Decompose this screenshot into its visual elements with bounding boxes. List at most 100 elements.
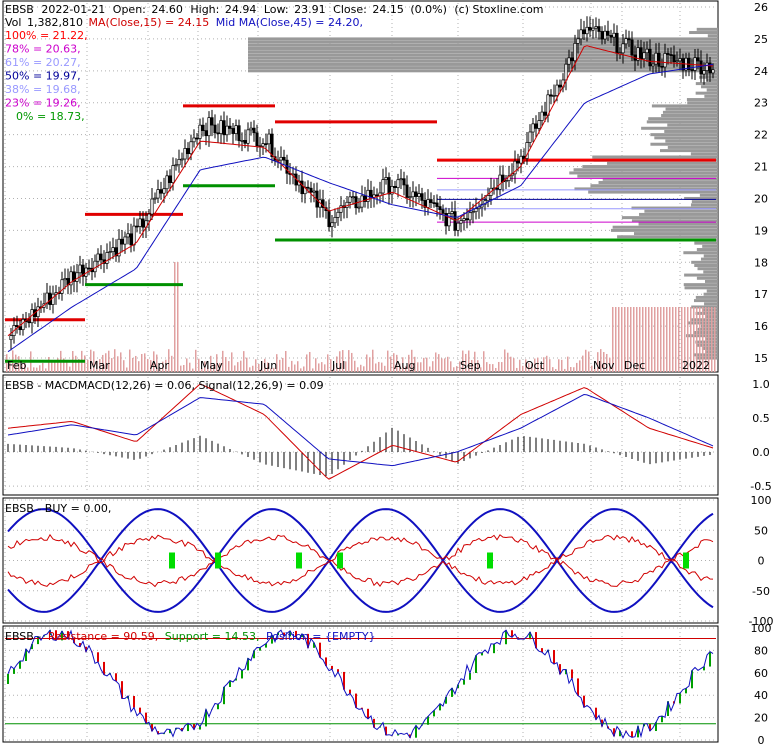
volume-bar bbox=[93, 351, 95, 372]
volume-bar bbox=[87, 359, 89, 372]
volume-profile-bar bbox=[665, 107, 718, 111]
volume-bar bbox=[147, 358, 149, 372]
month-tick-label: Sep bbox=[460, 359, 481, 372]
volume-bar bbox=[639, 307, 641, 372]
volume-bar bbox=[456, 366, 458, 372]
volume-bar bbox=[132, 357, 134, 372]
buy-lower-line bbox=[7, 556, 714, 588]
volume-profile-bar bbox=[617, 235, 718, 239]
candle-body bbox=[159, 189, 163, 194]
candle-body bbox=[615, 32, 619, 54]
candle-body bbox=[78, 264, 82, 274]
volume-bar bbox=[222, 350, 224, 372]
volume-bar bbox=[135, 355, 137, 372]
candle-body bbox=[711, 69, 715, 74]
month-tick-label: 2022 bbox=[682, 359, 710, 372]
candle-body bbox=[564, 63, 568, 81]
volume-bar bbox=[588, 351, 590, 372]
candle-body bbox=[654, 52, 658, 65]
signal-line bbox=[7, 393, 714, 467]
candle-body bbox=[240, 140, 244, 142]
buy-panel bbox=[2, 497, 719, 624]
volume-bar bbox=[576, 362, 578, 372]
volume-bar bbox=[327, 354, 329, 372]
volume-bar bbox=[150, 360, 152, 372]
candle-body bbox=[459, 220, 463, 224]
buy-signal-marker bbox=[487, 552, 493, 569]
candle-body bbox=[630, 39, 634, 56]
volume-bar bbox=[288, 366, 290, 372]
volume-profile-bar bbox=[694, 263, 718, 267]
volume-bar bbox=[705, 307, 707, 372]
volume-bar bbox=[117, 356, 119, 372]
candle-body bbox=[9, 335, 13, 341]
volume-bar bbox=[363, 366, 365, 372]
volume-bar bbox=[678, 307, 680, 372]
volume-bar bbox=[348, 350, 350, 372]
macd-tick-label: 0.5 bbox=[752, 412, 770, 425]
candle-body bbox=[363, 195, 367, 202]
volume-bar bbox=[459, 361, 461, 372]
volume-bar bbox=[609, 357, 611, 372]
volume-bar bbox=[360, 364, 362, 372]
candle-body bbox=[495, 187, 499, 190]
volume-bar bbox=[252, 365, 254, 372]
candle-body bbox=[549, 94, 553, 97]
volume-profile-bar bbox=[684, 286, 718, 290]
volume-profile-bar bbox=[248, 59, 718, 63]
volume-bar bbox=[177, 262, 179, 372]
price-tick-label: 26 bbox=[754, 1, 768, 14]
volume-bar bbox=[477, 360, 479, 372]
volume-profile-bar bbox=[631, 206, 718, 210]
volume-bar bbox=[204, 361, 206, 372]
candle-body bbox=[177, 159, 181, 166]
volume-bar bbox=[525, 359, 527, 372]
candle-body bbox=[429, 199, 433, 203]
candle-body bbox=[669, 54, 673, 56]
candle-body bbox=[18, 326, 22, 331]
candle-body bbox=[246, 129, 250, 144]
volume-bar bbox=[183, 364, 185, 372]
volume-bar bbox=[309, 351, 311, 372]
volume-profile-bar bbox=[702, 308, 718, 312]
volume-bar bbox=[255, 359, 257, 372]
volume-bar bbox=[573, 367, 575, 372]
candle-body bbox=[513, 160, 517, 175]
volume-bar bbox=[384, 365, 386, 372]
volume-bar bbox=[423, 357, 425, 372]
volume-bar bbox=[441, 358, 443, 372]
candle-body bbox=[243, 140, 247, 144]
candle-body bbox=[390, 185, 394, 195]
volume-bar bbox=[237, 362, 239, 372]
volume-profile-bar bbox=[701, 85, 718, 89]
volume-profile-bar bbox=[696, 27, 718, 31]
month-tick-label: Oct bbox=[525, 359, 545, 372]
candle-body bbox=[678, 58, 682, 62]
candle-body bbox=[54, 292, 58, 295]
month-tick-label: Apr bbox=[150, 359, 170, 372]
candle-body bbox=[111, 247, 115, 252]
volume-bar bbox=[351, 352, 353, 372]
volume-profile-bar bbox=[695, 295, 718, 299]
volume-bar bbox=[372, 349, 374, 372]
price-tick-label: 20 bbox=[754, 192, 768, 205]
volume-bar bbox=[522, 365, 524, 372]
volume-bar bbox=[501, 362, 503, 372]
candle-body bbox=[330, 222, 334, 227]
volume-bar bbox=[414, 356, 416, 372]
buy-upper-line bbox=[7, 533, 714, 563]
volume-profile-bar bbox=[659, 149, 718, 153]
volume-bar bbox=[570, 367, 572, 372]
candle-body bbox=[270, 133, 274, 158]
volume-bar bbox=[450, 361, 452, 372]
fib-level-label: 61% = 20.27, bbox=[5, 56, 81, 69]
candle-body bbox=[138, 218, 142, 227]
volume-bar bbox=[141, 353, 143, 372]
candle-body bbox=[264, 143, 268, 145]
price-tick-label: 19 bbox=[754, 224, 768, 237]
volume-bar bbox=[453, 367, 455, 372]
price-tick-label: 22 bbox=[754, 129, 768, 142]
volume-profile-bar bbox=[684, 196, 718, 200]
candle-body bbox=[546, 94, 550, 116]
